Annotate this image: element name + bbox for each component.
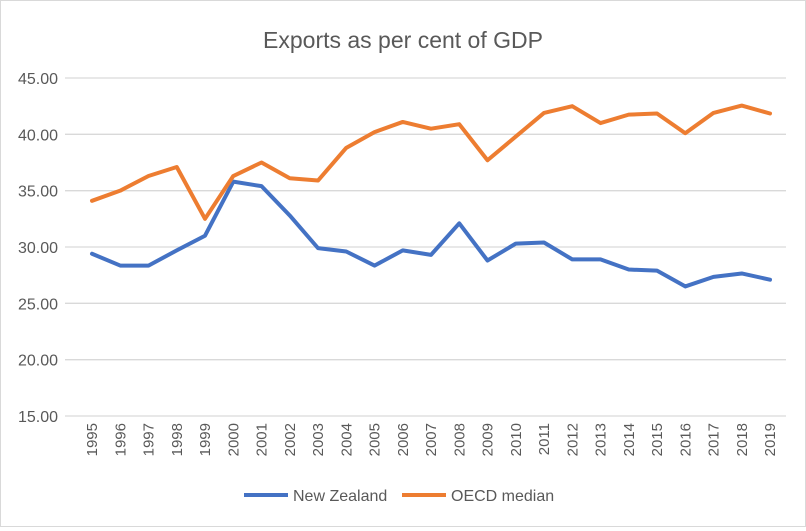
x-tick-label: 2013 (593, 423, 610, 456)
y-tick-label: 25.00 (18, 296, 58, 313)
x-tick-label: 2001 (254, 423, 271, 456)
y-tick-label: 45.00 (18, 71, 58, 88)
legend-label: OECD median (451, 488, 554, 505)
x-tick-label: 2007 (423, 423, 440, 456)
x-tick-label: 1998 (169, 423, 186, 456)
x-tick-label: 2008 (451, 423, 468, 456)
y-tick-label: 15.00 (18, 409, 58, 426)
x-tick-label: 2019 (762, 423, 779, 456)
x-tick-label: 2009 (480, 423, 497, 456)
x-tick-label: 2017 (706, 423, 723, 456)
x-tick-label: 1996 (112, 423, 129, 456)
x-tick-label: 2003 (310, 423, 327, 456)
x-tick-label: 2010 (508, 423, 525, 456)
legend-label: New Zealand (293, 488, 387, 505)
y-tick-label: 35.00 (18, 184, 58, 201)
x-tick-label: 1995 (84, 423, 101, 456)
y-tick-label: 40.00 (18, 127, 58, 144)
x-tick-label: 2015 (649, 423, 666, 456)
x-tick-label: 1999 (197, 423, 214, 456)
y-tick-label: 30.00 (18, 240, 58, 257)
x-tick-label: 2011 (536, 423, 553, 455)
x-tick-label: 2005 (367, 423, 384, 456)
series-line-1 (92, 106, 770, 219)
x-tick-label: 2004 (338, 423, 355, 456)
x-tick-label: 1997 (141, 423, 158, 456)
x-tick-label: 2018 (734, 423, 751, 456)
x-tick-label: 2014 (621, 423, 638, 456)
x-tick-label: 2000 (225, 423, 242, 456)
x-tick-label: 2016 (677, 423, 694, 456)
y-tick-label: 20.00 (18, 353, 58, 370)
x-tick-label: 2006 (395, 423, 412, 456)
chart-title: Exports as per cent of GDP (263, 27, 543, 53)
x-tick-label: 2012 (564, 423, 581, 456)
x-tick-label: 2002 (282, 423, 299, 456)
